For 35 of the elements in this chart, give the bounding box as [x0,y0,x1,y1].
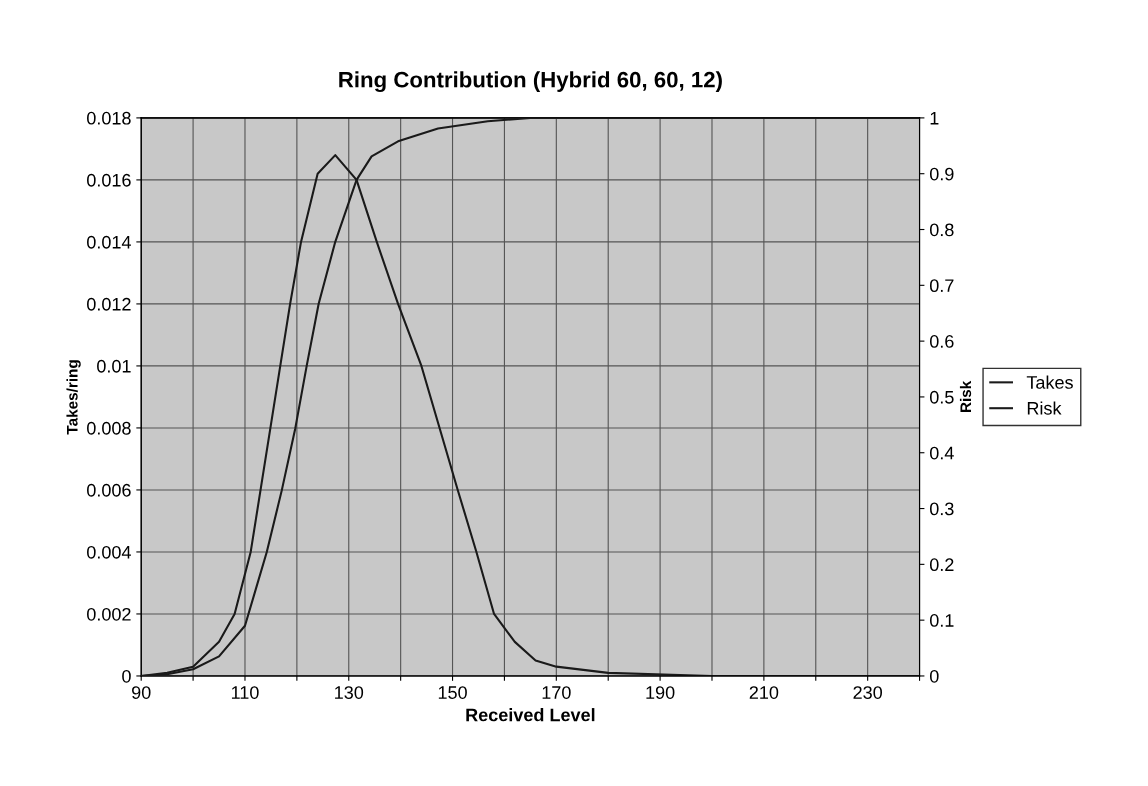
x-tick-label: 230 [853,686,883,699]
y-tick-label: 0.006 [87,483,131,497]
x-tick-label: 190 [646,686,675,699]
y2-tick-label: 0 [929,669,939,683]
chart-title: Ring Contribution (Hybrid 60, 60, 12) [339,71,722,93]
y-tick-label: 0.018 [87,111,131,125]
x-tick-label: 170 [542,686,571,699]
y-tick-label: 0.01 [97,359,131,373]
y2-tick-label: 0.6 [929,335,954,348]
y-tick-label: 0 [122,669,131,683]
y2-tick-label: 0.9 [929,167,954,181]
y-tick-label: 0.016 [87,173,131,187]
y2-axis-title: Risk [959,380,972,413]
y2-tick-label: 0.5 [929,390,954,404]
x-tick-label: 150 [438,686,467,699]
x-tick-label: 210 [749,686,779,699]
y-tick-label: 0.014 [87,235,131,249]
y-tick-label: 0.012 [87,297,131,311]
y2-tick-label: 0.8 [929,223,954,237]
y2-tick-label: 0.7 [929,279,954,293]
legend-label: Risk [1027,401,1062,415]
y-tick-label: 0.008 [87,421,131,435]
y2-tick-label: 0.3 [929,502,954,516]
y-axis-title: Takes/ring [66,360,81,435]
x-tick-label: 130 [335,686,364,699]
y-tick-label: 0.002 [87,607,131,621]
x-tick-label: 90 [132,686,151,699]
y2-tick-label: 0.2 [929,558,954,572]
x-tick-label: 110 [231,686,259,699]
y2-tick-label: 0.4 [929,446,954,460]
y2-tick-label: 1 [930,112,939,125]
y-tick-label: 0.004 [87,545,131,559]
legend-label: Takes [1026,375,1073,389]
y2-tick-label: 0.1 [929,614,954,627]
x-axis-title: Received Level [466,708,595,722]
